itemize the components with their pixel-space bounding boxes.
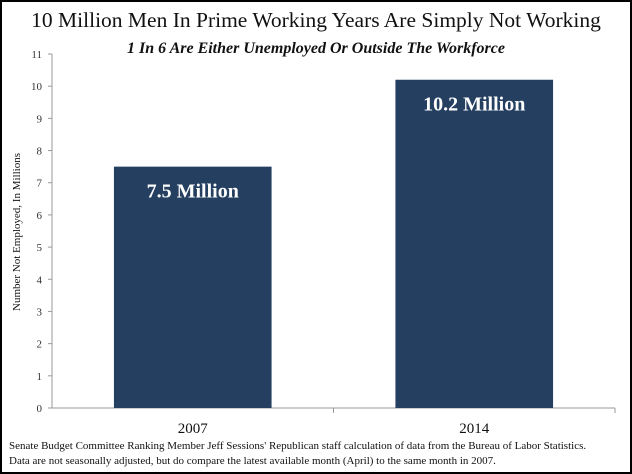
footnote-line-2: Data are not seasonally adjusted, but do… [9, 455, 496, 467]
y-tick-label: 2 [37, 339, 43, 351]
y-tick-label: 6 [37, 210, 43, 222]
y-tick-label: 1 [37, 371, 43, 383]
data-label-2014: 10.2 Million [423, 94, 525, 116]
bar-2007 [113, 166, 272, 408]
data-label-2007: 7.5 Million [147, 181, 239, 203]
chart-subtitle: 1 In 6 Are Either Unemployed Or Outside … [127, 40, 505, 57]
y-tick-label: 8 [37, 146, 43, 158]
y-tick-label: 9 [37, 113, 43, 125]
y-tick-label: 4 [37, 274, 43, 286]
y-tick-label: 3 [37, 306, 43, 318]
y-tick-label: 0 [37, 403, 43, 415]
x-tick-label: 2014 [459, 421, 490, 437]
chart-title: 10 Million Men In Prime Working Years Ar… [31, 8, 601, 32]
y-tick-label: 5 [37, 242, 43, 254]
y-tick-label: 11 [31, 49, 42, 61]
bar-2014 [395, 79, 554, 408]
footnote: Senate Budget Committee Ranking Member J… [9, 439, 586, 469]
y-tick-label: 10 [31, 81, 43, 93]
y-tick-label: 7 [37, 178, 43, 190]
x-tick-label: 2007 [178, 421, 209, 437]
footnote-line-1: Senate Budget Committee Ranking Member J… [9, 440, 587, 452]
